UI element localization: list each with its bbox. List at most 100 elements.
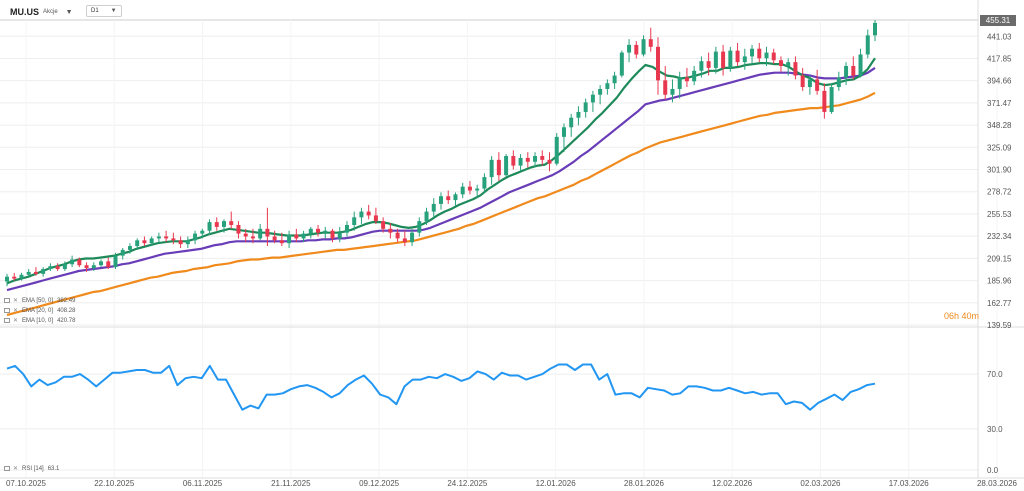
settings-icon[interactable]: [4, 298, 10, 303]
candle-up: [765, 53, 769, 59]
price-tick-label: 417.85: [987, 54, 1012, 63]
candle-up: [555, 137, 559, 164]
candle-down: [736, 51, 740, 62]
chevron-down-icon[interactable]: ▼: [66, 9, 73, 16]
candle-up: [432, 204, 436, 212]
candle-up: [287, 235, 291, 244]
candle-down: [403, 238, 407, 242]
settings-icon[interactable]: [4, 308, 10, 313]
settings-icon[interactable]: [4, 318, 10, 323]
candle-up: [309, 229, 313, 234]
candle-up: [584, 102, 588, 112]
last-price-tag: 455.31: [980, 15, 1016, 26]
candle-down: [526, 158, 530, 162]
close-icon[interactable]: ✕: [13, 465, 18, 472]
candle-down: [316, 229, 320, 233]
candle-down: [34, 272, 38, 274]
legend-rsi[interactable]: ✕ RSI [14] 63.1: [4, 465, 59, 472]
candle-down: [56, 266, 60, 269]
candle-down: [388, 229, 392, 233]
candle-up: [728, 51, 732, 68]
candle-up: [302, 234, 306, 239]
candle-down: [779, 60, 783, 66]
legend-ema10[interactable]: ✕ EMA [10, 0] 420.78: [4, 317, 75, 324]
price-tick-label: 325.09: [987, 143, 1012, 152]
price-tick-label: 278.72: [987, 188, 1012, 197]
price-tick-label: 209.15: [987, 254, 1012, 263]
candle-down: [77, 259, 81, 265]
candle-down: [106, 261, 110, 267]
candle-up: [425, 212, 429, 222]
symbol-selector[interactable]: MU.US Akcje ▼: [10, 5, 73, 19]
candle-down: [171, 238, 175, 240]
candle-up: [859, 54, 863, 75]
candle-down: [179, 240, 183, 244]
candle-down: [721, 52, 725, 68]
candle-up: [150, 238, 154, 243]
candle-up: [157, 236, 161, 238]
candle-down: [793, 62, 797, 75]
legend-ema10-label: EMA [10, 0]: [22, 318, 53, 324]
candle-down: [85, 265, 89, 268]
candle-up: [569, 118, 573, 128]
settings-icon[interactable]: [4, 466, 10, 471]
legend-ema50[interactable]: ✕ EMA [50, 0] 382.49: [4, 297, 75, 304]
candle-down: [367, 212, 371, 216]
legend-ema20-value: 408.28: [57, 308, 75, 314]
candle-up: [200, 231, 204, 234]
candle-down: [656, 47, 660, 81]
price-tick-label: 348.28: [987, 121, 1012, 130]
rsi-path: [7, 365, 875, 410]
candle-down: [634, 45, 638, 55]
close-icon[interactable]: ✕: [13, 297, 18, 304]
candle-up: [620, 53, 624, 76]
candle-up: [48, 266, 52, 269]
rsi-tick-label: 70.0: [987, 370, 1003, 379]
candle-down: [229, 221, 233, 225]
candle-up: [19, 275, 23, 279]
time-tick-label: 28.03.2026: [977, 479, 1018, 488]
price-tick-label: 301.90: [987, 166, 1012, 175]
candle-down: [236, 225, 240, 234]
candle-up: [490, 160, 494, 177]
candle-up: [453, 194, 457, 200]
candle-up: [417, 221, 421, 232]
candle-up: [504, 156, 508, 175]
candle-up: [844, 66, 848, 77]
timeframe-selector[interactable]: D1 ▼: [86, 5, 122, 17]
candle-up: [598, 89, 602, 95]
candle-up: [439, 196, 443, 204]
time-tick-label: 12.02.2026: [712, 479, 753, 488]
price-tick-label: 371.47: [987, 99, 1012, 108]
candle-down: [815, 79, 819, 90]
candle-down: [497, 160, 501, 175]
candlesticks: [5, 20, 877, 286]
time-tick-label: 06.11.2025: [183, 479, 223, 488]
candle-up: [519, 158, 523, 166]
time-tick-label: 22.10.2025: [94, 479, 135, 488]
legend-ema50-value: 382.49: [57, 298, 75, 304]
close-icon[interactable]: ✕: [13, 317, 18, 324]
close-icon[interactable]: ✕: [13, 307, 18, 314]
candle-up: [670, 89, 674, 95]
time-tick-label: 21.11.2025: [271, 479, 311, 488]
grid: [0, 20, 997, 478]
candle-down: [446, 196, 450, 200]
price-tick-label: 255.53: [987, 210, 1012, 219]
legend-ema20[interactable]: ✕ EMA [20, 0] 408.28: [4, 307, 75, 314]
candle-up: [114, 256, 118, 267]
candle-up: [613, 76, 617, 84]
candle-up: [461, 187, 465, 195]
candle-up: [5, 277, 9, 282]
candle-up: [699, 61, 703, 71]
candle-down: [685, 77, 689, 81]
candle-up: [41, 269, 45, 274]
price-tick-label: 394.66: [987, 77, 1012, 86]
candle-down: [707, 61, 711, 68]
rsi-tick-label: 0.0: [987, 466, 999, 475]
price-tick-label: 185.96: [987, 277, 1012, 286]
chevron-down-icon[interactable]: ▼: [111, 8, 117, 14]
candle-up: [208, 222, 212, 231]
candle-up: [128, 246, 132, 250]
